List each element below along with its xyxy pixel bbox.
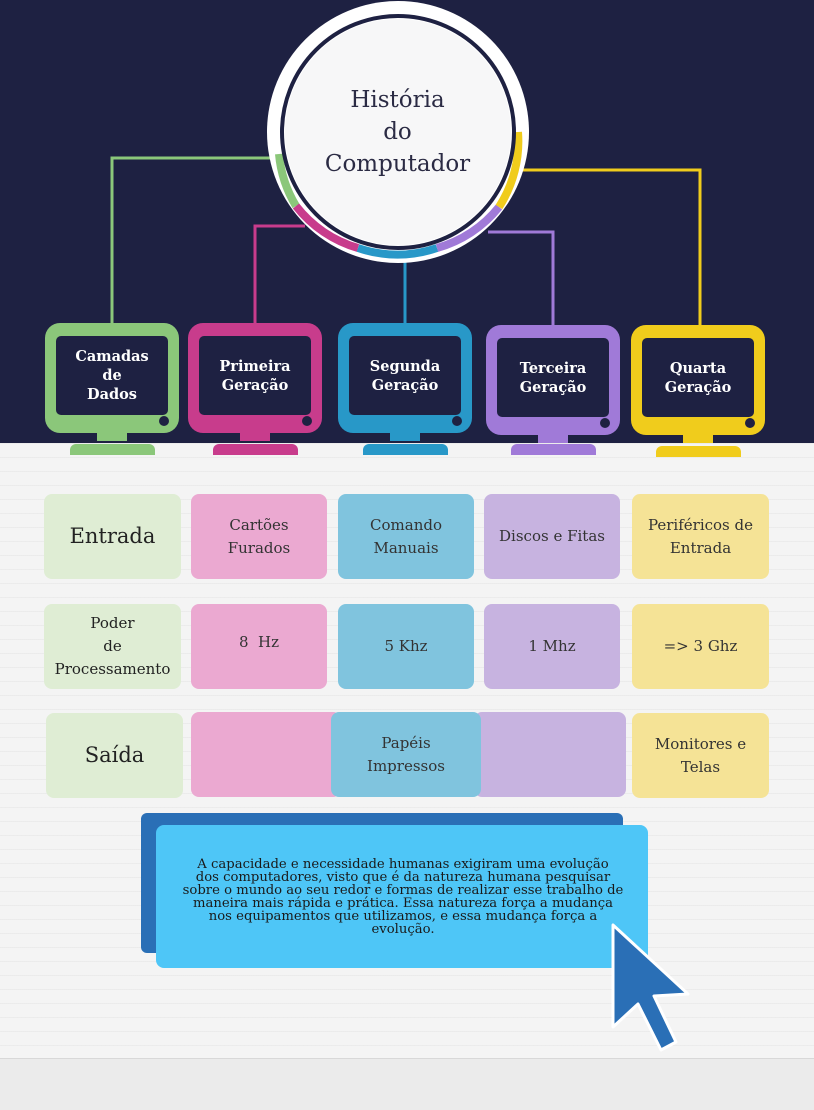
monitor-segunda-geracao: Segunda Geração <box>338 323 472 433</box>
cell-text: Periféricos de <box>647 515 754 534</box>
cell-saida-primeira <box>191 712 341 797</box>
cell-text: Manuais <box>373 538 439 557</box>
ring-segment-blue <box>356 244 439 259</box>
cell-entrada-segunda: Comando Manuais <box>338 494 474 579</box>
note-line: maneira mais rápida e prática. Essa natu… <box>193 896 613 911</box>
cell-entrada-terceira: Discos e Fitas <box>484 494 620 579</box>
note-line: nos equipamentos que utilizamos, e essa … <box>208 909 598 924</box>
ring-segment-pink <box>292 203 360 252</box>
cell-saida-terceira <box>474 712 626 797</box>
ring-segment-purple <box>435 204 503 252</box>
row-label-entrada: Entrada <box>44 494 181 579</box>
monitor-neck <box>97 433 127 441</box>
row-label-saida: Saída <box>46 713 183 798</box>
cell-text: => 3 Ghz <box>663 637 738 655</box>
connector-diagram <box>110 1 702 326</box>
monitor-label: Geração <box>664 378 732 396</box>
ring-segment-yellow <box>495 131 523 210</box>
monitor-label: Dados <box>87 386 137 403</box>
title-line: História <box>350 87 445 113</box>
monitor-screen: Terceira Geração <box>497 338 609 417</box>
cell-processamento-segunda: 5 Khz <box>338 604 474 689</box>
connector-camadas <box>110 156 280 326</box>
cell-text: Discos e Fitas <box>499 527 605 545</box>
cursor-arrow-icon <box>611 923 690 1052</box>
monitor-neck <box>538 435 568 443</box>
note-line: A capacidade e necessidade humanas exigi… <box>197 857 609 872</box>
monitor-label: Quarta <box>669 359 727 377</box>
monitor-screen: Camadas de Dados <box>56 336 168 415</box>
cell-text: 8 Hz <box>238 633 280 651</box>
power-dot <box>745 418 755 428</box>
monitor-label: de <box>102 367 122 384</box>
title-line: do <box>383 119 412 145</box>
row-label-text: de <box>103 637 122 655</box>
cell-processamento-terceira: 1 Mhz <box>484 604 620 689</box>
cell-saida-quarta: Monitores e Telas <box>632 713 769 798</box>
note-line: evolução. <box>371 922 435 937</box>
monitor-stand <box>363 444 448 455</box>
monitor-label: Camadas <box>75 348 149 365</box>
note-text: A capacidade e necessidade humanas exigi… <box>170 858 636 936</box>
cell-text: Furados <box>227 538 291 557</box>
note-line: sobre o mundo ao seu redor e formas de r… <box>182 883 624 898</box>
monitor-screen: Primeira Geração <box>199 336 311 415</box>
cell-text: Cartões <box>229 515 289 534</box>
monitor-label: Segunda <box>369 357 441 375</box>
title-line: Computador <box>324 151 471 177</box>
cell-text: Entrada <box>669 538 732 557</box>
monitor-label: Primeira <box>219 357 291 375</box>
monitor-primeira-geracao: Primeira Geração <box>188 323 322 433</box>
power-dot <box>452 416 462 426</box>
power-dot <box>600 418 610 428</box>
monitor-label: Geração <box>371 376 439 394</box>
cell-text: Comando <box>370 515 442 534</box>
monitor-screen: Quarta Geração <box>642 338 754 417</box>
cell-saida-segunda: Papéis Impressos <box>331 712 481 797</box>
ring-segment-green <box>275 153 300 209</box>
title-circle-inner <box>285 19 511 245</box>
cell-text: 1 Mhz <box>528 637 576 655</box>
connector-quarta <box>522 168 702 326</box>
monitor-label: Geração <box>221 376 289 394</box>
monitor-neck <box>683 435 713 443</box>
note-line: dos computadores, visto que é da naturez… <box>195 870 611 885</box>
cell-entrada-quarta: Periféricos de Entrada <box>632 494 769 579</box>
cell-text: Monitores e <box>654 734 747 753</box>
cell-entrada-primeira: Cartões Furados <box>191 494 327 579</box>
monitor-stand <box>656 446 741 457</box>
monitor-neck <box>240 433 270 441</box>
monitor-stand <box>511 444 596 455</box>
cell-text: Impressos <box>367 756 445 775</box>
cell-text: 5 Khz <box>384 637 428 655</box>
monitor-terceira-geracao: Terceira Geração <box>486 325 620 435</box>
monitor-stand <box>70 444 155 455</box>
title-circle-inner-border <box>280 14 516 250</box>
monitor-quarta-geracao: Quarta Geração <box>631 325 765 435</box>
cell-text: Telas <box>680 757 721 776</box>
cell-processamento-primeira: 8 Hz <box>191 604 327 689</box>
cell-text: Papéis <box>381 733 431 752</box>
cell-processamento-quarta: => 3 Ghz <box>632 604 769 689</box>
monitor-label: Terceira <box>519 359 587 377</box>
monitor-neck <box>390 433 420 441</box>
note-box <box>156 825 648 968</box>
power-dot <box>302 416 312 426</box>
power-dot <box>159 416 169 426</box>
monitor-label: Geração <box>519 378 587 396</box>
monitor-screen: Segunda Geração <box>349 336 461 415</box>
connector-terceira <box>488 230 555 326</box>
row-label-text: Processamento <box>54 660 171 678</box>
row-label-text: Poder <box>90 614 135 632</box>
connector-primeira <box>253 224 305 326</box>
page-footer-bar <box>0 1058 814 1110</box>
monitor-camadas-de-dados: Camadas de Dados <box>45 323 179 433</box>
row-label-processamento: Poder de Processamento <box>44 604 181 689</box>
diagram-title: História do Computador <box>300 84 495 180</box>
monitor-stand <box>213 444 298 455</box>
